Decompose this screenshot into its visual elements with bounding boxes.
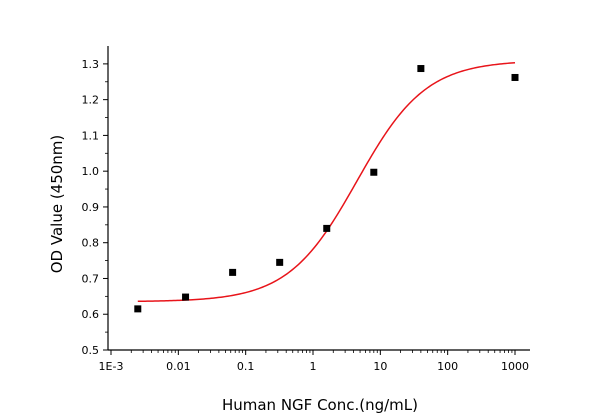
x-tick-label: 1000 (501, 360, 529, 373)
axes (107, 46, 530, 351)
y-tick-label: 0.7 (82, 272, 100, 285)
ticks: 1E-3 0.01 0.1 1 10 100 1000 0.5 0.6 0.7 0.8 0.9 1.0 1… (82, 58, 530, 373)
fit-curve-layer (137, 61, 516, 303)
data-points-layer (134, 65, 519, 313)
fit-curve-line (137, 61, 516, 303)
data-point (276, 258, 284, 266)
x-tick-label: 100 (437, 360, 458, 373)
y-tick-label: 0.8 (82, 237, 100, 250)
y-tick-label: 0.9 (82, 201, 100, 214)
x-tick-label: 1 (310, 360, 317, 373)
y-tick-label: 1.2 (82, 94, 100, 107)
x-axis-title: Human NGF Conc.(ng/mL) (222, 396, 418, 414)
x-tick-label: 0.01 (166, 360, 191, 373)
y-axis-title: OD Value (450nm) (48, 135, 66, 274)
data-point (511, 73, 519, 81)
data-point (134, 305, 142, 313)
y-tick-label: 0.6 (82, 308, 100, 321)
y-tick-label: 1.0 (82, 165, 100, 178)
data-point (182, 293, 190, 301)
y-tick-label: 1.1 (82, 129, 100, 142)
x-tick-label: 1E-3 (99, 360, 124, 373)
data-point (229, 268, 237, 276)
y-tick-label: 1.3 (82, 58, 100, 71)
x-tick-label: 0.1 (237, 360, 255, 373)
data-point (370, 168, 378, 176)
data-point (417, 65, 425, 73)
x-tick-label: 10 (373, 360, 387, 373)
data-point (323, 224, 331, 232)
y-tick-label: 0.5 (82, 344, 100, 357)
